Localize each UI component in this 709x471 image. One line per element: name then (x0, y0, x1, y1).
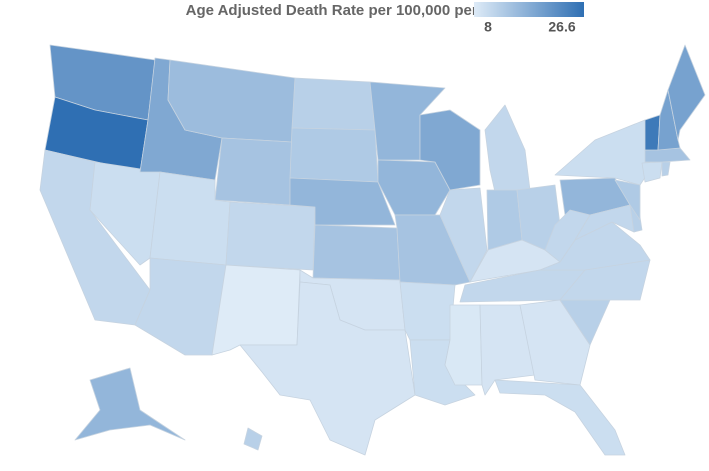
state (657, 89, 681, 151)
state (134, 257, 227, 356)
state (494, 379, 626, 456)
state (644, 114, 661, 151)
state (559, 259, 651, 301)
state (661, 161, 671, 177)
legend-gradient (474, 2, 584, 17)
state (554, 119, 651, 186)
legend-title: Age Adjusted Death Rate per 100,000 pers… (186, 2, 505, 19)
state (614, 179, 641, 221)
state (243, 427, 263, 451)
state (399, 281, 456, 341)
states (39, 44, 706, 456)
state (419, 109, 481, 191)
state (486, 189, 523, 251)
state (312, 224, 401, 281)
state (444, 304, 483, 386)
state (225, 201, 316, 271)
state (239, 281, 416, 456)
legend-min: 8 (484, 19, 492, 35)
state (214, 137, 293, 206)
state (667, 44, 706, 141)
state (484, 104, 531, 193)
state (167, 59, 296, 143)
state (291, 77, 376, 131)
state (641, 161, 663, 183)
state (211, 264, 301, 356)
state (74, 367, 186, 441)
state (289, 127, 379, 183)
state (574, 204, 635, 241)
state (519, 299, 591, 386)
legend-max: 26.6 (548, 19, 575, 35)
